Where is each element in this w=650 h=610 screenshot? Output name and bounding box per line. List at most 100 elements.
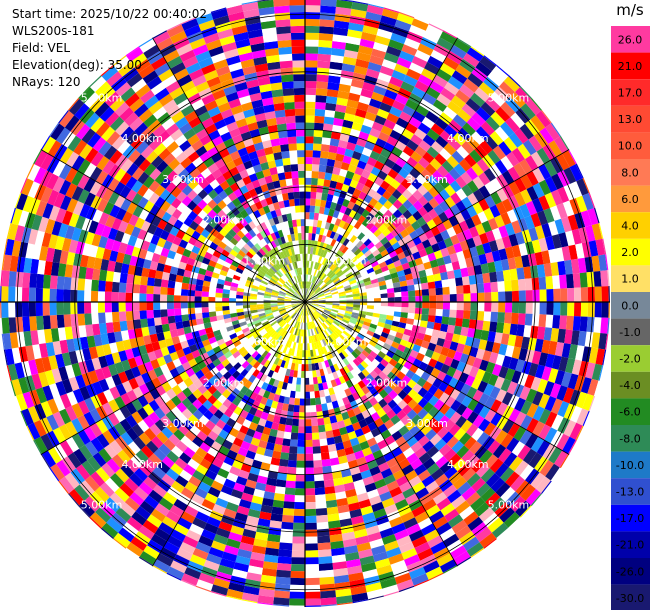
- radar-gate: [500, 378, 512, 392]
- radar-gate: [378, 462, 390, 473]
- radar-gate: [439, 130, 453, 143]
- radar-gate: [271, 173, 280, 182]
- radar-gate: [465, 491, 481, 506]
- radar-gate: [167, 250, 177, 260]
- colorbar-swatch: [611, 52, 650, 80]
- radar-gate: [277, 252, 284, 261]
- radar-gate: [203, 183, 214, 195]
- radar-gate: [267, 124, 278, 134]
- radar-gate: [213, 15, 230, 27]
- radar-gate: [278, 200, 285, 209]
- radar-gate: [240, 209, 249, 219]
- radar-gate: [154, 527, 171, 542]
- radar-gate: [442, 255, 452, 265]
- radar-gate: [40, 453, 51, 469]
- radar-gate: [536, 147, 551, 164]
- radar-gate: [300, 281, 303, 289]
- radar-gate: [427, 175, 439, 187]
- radar-gate: [391, 146, 403, 158]
- radar-gate: [408, 475, 422, 488]
- radar-gate: [118, 350, 128, 362]
- radar-gate: [305, 288, 308, 296]
- radar-gate: [330, 54, 344, 64]
- radar-gate: [480, 263, 490, 274]
- radar-gate: [428, 358, 438, 368]
- radar-gate: [323, 258, 330, 267]
- radar-gate: [575, 391, 588, 409]
- radar-gate: [495, 429, 508, 445]
- radar-gate: [469, 346, 479, 358]
- radar-gate: [438, 330, 447, 340]
- radar-gate: [411, 414, 423, 426]
- radar-gate: [166, 572, 182, 581]
- radar-gate: [261, 27, 277, 36]
- colorbar-tick-label: -30.0: [616, 592, 644, 605]
- radar-gate: [235, 373, 245, 383]
- radar-gate: [324, 222, 331, 230]
- radar-gate: [269, 166, 278, 176]
- radar-gate: [178, 334, 187, 343]
- radar-gate: [267, 369, 275, 378]
- radar-gate: [515, 359, 526, 373]
- range-ring-label: 3.00km: [406, 173, 448, 186]
- radar-gate: [353, 528, 368, 539]
- radar-gate: [241, 0, 258, 5]
- radar-gate: [201, 291, 209, 297]
- radar-gate: [187, 295, 195, 302]
- radar-gate: [471, 377, 482, 390]
- radar-gate: [561, 371, 572, 388]
- radar-gate: [8, 286, 16, 302]
- radar-gate: [195, 464, 209, 476]
- radar-gate: [245, 316, 253, 322]
- radar-gate: [468, 319, 477, 329]
- radar-gate: [249, 92, 262, 102]
- range-ring-label: 5.00km: [81, 498, 123, 511]
- radar-gate: [203, 409, 214, 421]
- radar-gate: [35, 387, 48, 404]
- radar-gate: [169, 243, 179, 253]
- radar-gate: [305, 446, 313, 454]
- radar-gate: [196, 430, 208, 442]
- radar-gate: [315, 227, 321, 235]
- radar-gate: [595, 238, 606, 256]
- radar-gate: [130, 53, 147, 68]
- radar-gate: [334, 581, 351, 591]
- radar-gate: [187, 189, 198, 201]
- radar-gate: [559, 135, 570, 151]
- radar-gate: [263, 104, 275, 113]
- radar-gate: [111, 135, 126, 150]
- radar-gate: [594, 207, 600, 224]
- radar-gate: [215, 174, 226, 185]
- radar-gate: [422, 498, 437, 512]
- radar-gate: [497, 312, 505, 323]
- radar-gate: [342, 267, 350, 274]
- radar-gate: [545, 411, 558, 428]
- radar-gate: [402, 209, 413, 220]
- radar-gate: [422, 92, 437, 106]
- radar-gate: [396, 183, 407, 195]
- radar-gate: [59, 179, 72, 196]
- radar-gate: [223, 478, 236, 489]
- radar-gate: [532, 405, 545, 422]
- radar-gate: [149, 423, 162, 436]
- radar-gate: [345, 551, 360, 562]
- radar-gate: [207, 146, 219, 158]
- radar-gate: [209, 241, 219, 251]
- radar-gate: [274, 583, 291, 592]
- radar-gate: [199, 134, 212, 146]
- radar-gate: [317, 294, 325, 298]
- radar-gate: [145, 212, 156, 224]
- radar-gate: [380, 265, 389, 273]
- radar-gate: [254, 243, 262, 251]
- radar-gate: [38, 371, 49, 388]
- radar-gate: [198, 481, 211, 493]
- radar-gate: [108, 164, 121, 178]
- radar-gate: [393, 259, 402, 268]
- radar-gate: [179, 469, 193, 482]
- radar-gate: [444, 124, 458, 138]
- radar-gate: [310, 261, 314, 269]
- radar-gate: [387, 262, 396, 270]
- radar-gate: [338, 0, 353, 2]
- radar-gate: [569, 164, 583, 182]
- radar-gate: [239, 277, 247, 283]
